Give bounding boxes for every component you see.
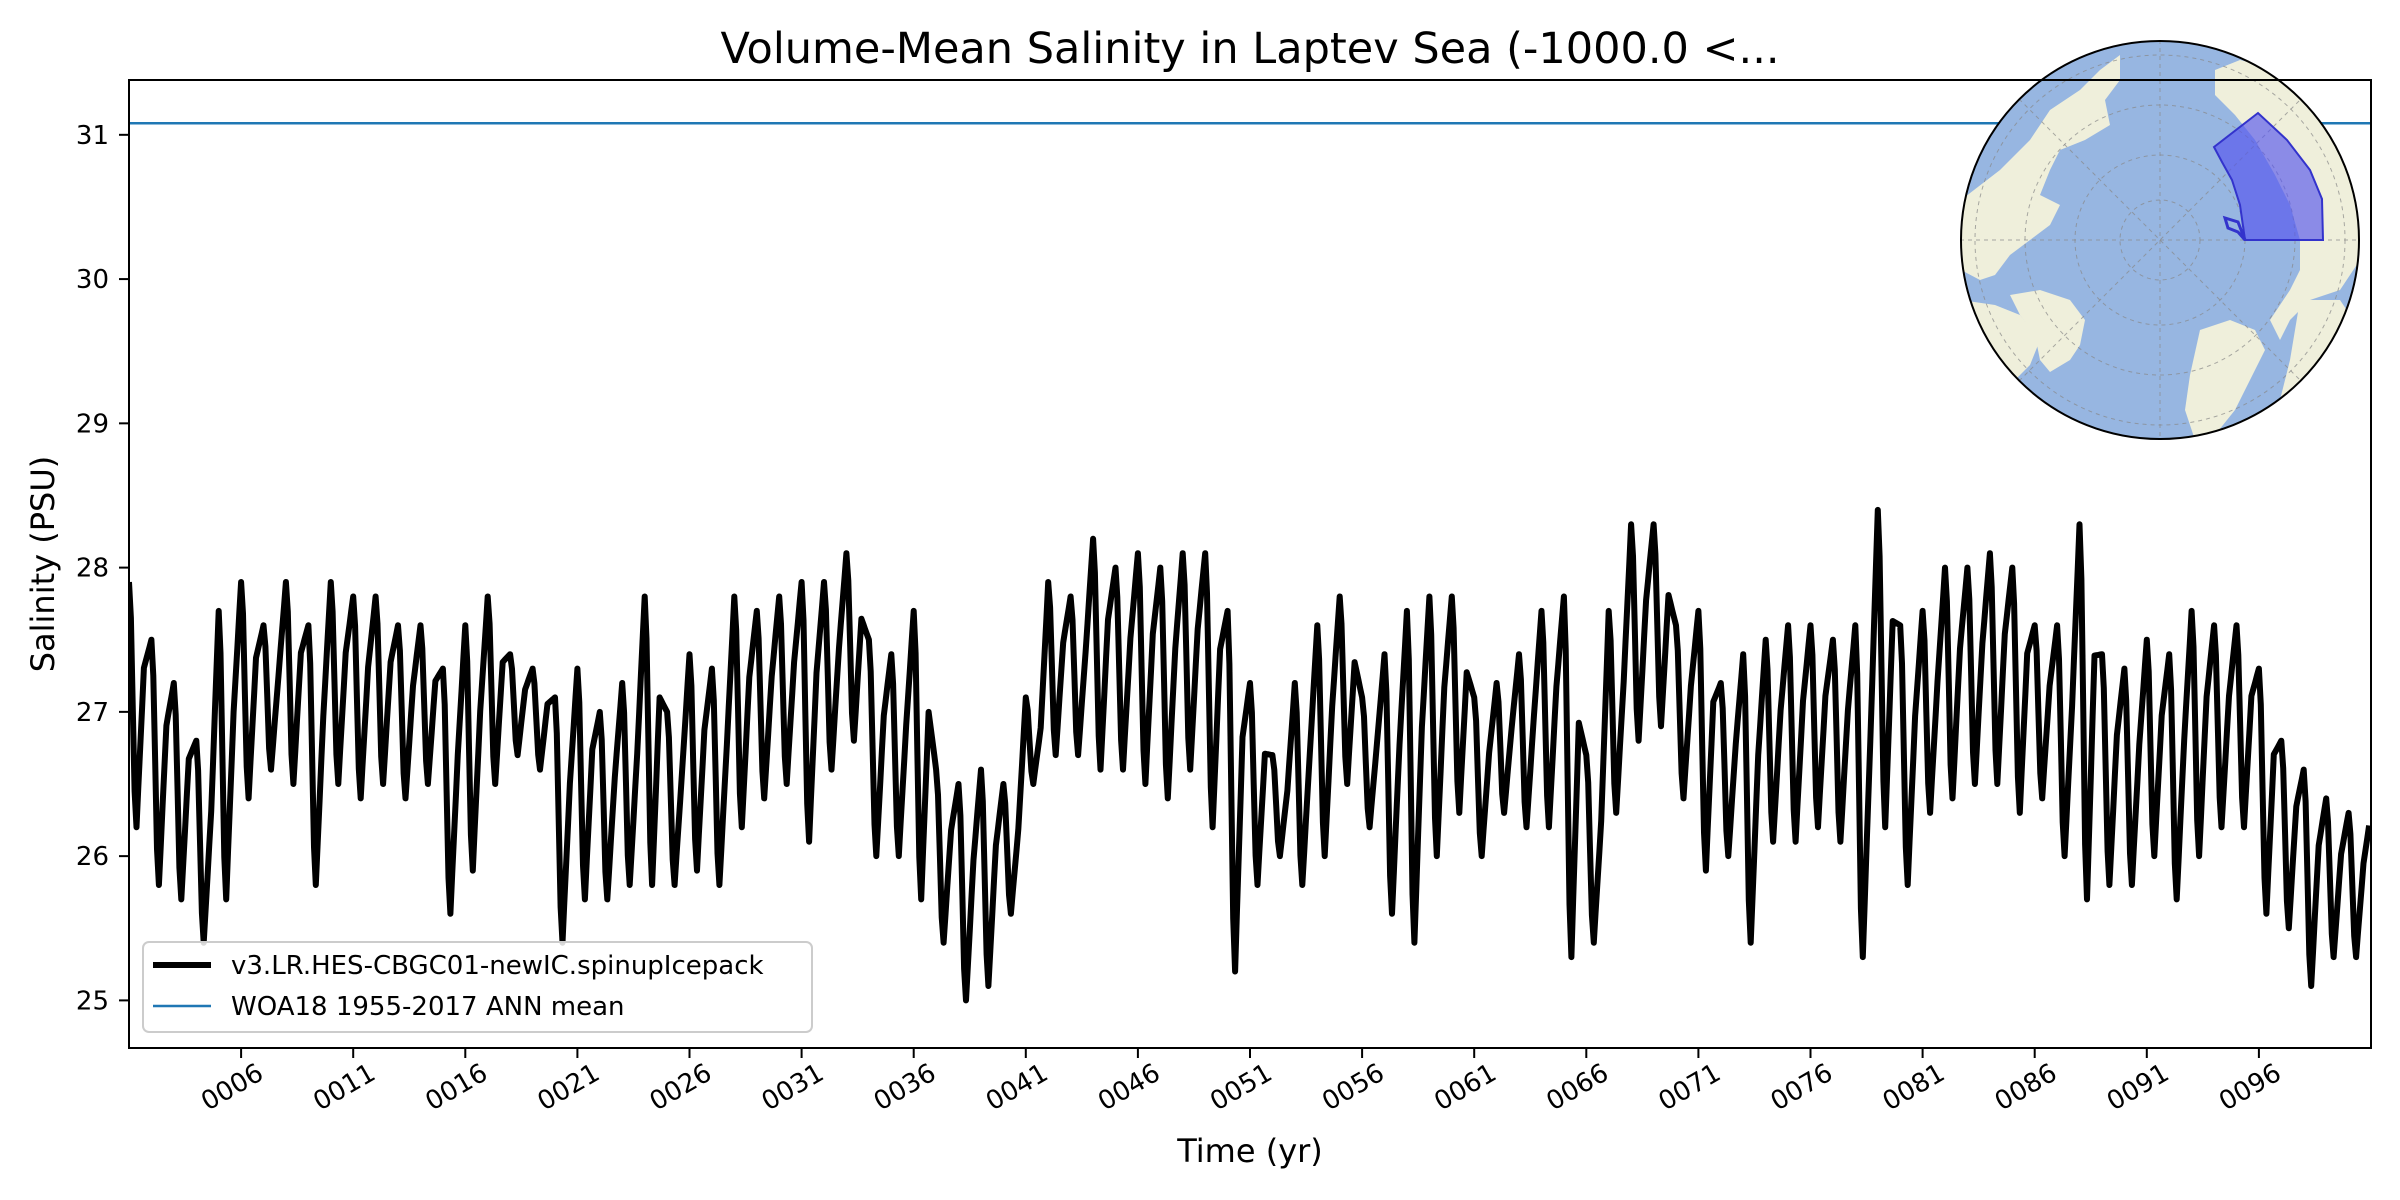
x-tick-label: 0036 (869, 1058, 941, 1117)
x-tick-label: 0011 (308, 1058, 380, 1117)
legend-label-model: v3.LR.HES-CBGC01-newIC.spinupIcepack (231, 951, 764, 981)
x-tick-label: 0086 (1990, 1058, 2062, 1117)
map-border (1960, 40, 2360, 440)
x-tick-label: 0051 (1205, 1058, 1277, 1117)
y-tick-label: 30 (76, 265, 109, 295)
x-tick-label: 0081 (1878, 1058, 1950, 1117)
map-land-north-america (1961, 55, 2120, 280)
legend: v3.LR.HES-CBGC01-newIC.spinupIcepack WOA… (142, 941, 813, 1033)
x-axis: 0006 0011 0016 0021 0026 0031 0036 0041 0046 0051… (196, 1048, 2286, 1117)
x-tick-label: 0016 (420, 1058, 492, 1117)
laptev-sea-shelf-outline (2222, 215, 2247, 241)
x-tick-label: 0031 (757, 1058, 829, 1117)
model-salinity-line (129, 506, 2371, 1004)
y-tick-label: 27 (76, 698, 109, 728)
y-axis-label: Salinity (PSU) (24, 456, 62, 673)
x-tick-label: 0096 (2214, 1058, 2286, 1117)
y-tick-label: 29 (76, 409, 109, 439)
x-tick-label: 0091 (2102, 1058, 2174, 1117)
x-tick-label: 0041 (981, 1058, 1053, 1117)
x-tick-label: 0071 (1654, 1058, 1726, 1117)
y-tick-label: 31 (76, 121, 109, 151)
x-tick-label: 0006 (196, 1058, 268, 1117)
legend-box (142, 941, 813, 1033)
inset-map (1960, 40, 2360, 440)
x-tick-label: 0026 (645, 1058, 717, 1117)
y-tick-label: 28 (76, 554, 109, 584)
x-tick-label: 0066 (1541, 1058, 1613, 1117)
y-tick-label: 26 (76, 842, 109, 872)
laptev-sea-region (2212, 111, 2325, 241)
chart-title: Volume-Mean Salinity in Laptev Sea (-100… (720, 24, 1779, 74)
x-tick-label: 0076 (1766, 1058, 1838, 1117)
legend-label-woa18: WOA18 1955-2017 ANN mean (231, 992, 625, 1022)
map-land-scandinavia (2185, 320, 2265, 439)
x-axis-label: Time (yr) (1176, 1132, 1323, 1170)
x-tick-label: 0061 (1429, 1058, 1501, 1117)
x-tick-label: 0046 (1093, 1058, 1165, 1117)
series-lines (129, 122, 2371, 1004)
x-tick-label: 0056 (1317, 1058, 1389, 1117)
y-tick-label: 25 (76, 986, 109, 1016)
x-tick-label: 0021 (533, 1058, 605, 1117)
map-land-greenland (2010, 290, 2085, 372)
y-axis: 25 26 27 28 29 30 31 (76, 121, 129, 1016)
